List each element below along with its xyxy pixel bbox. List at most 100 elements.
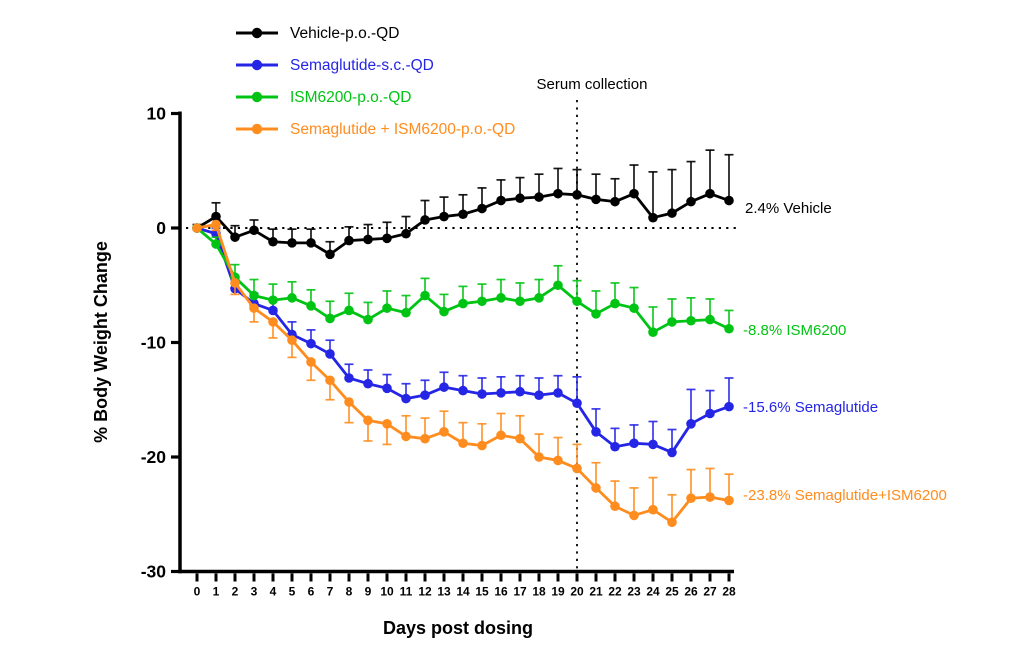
data-point <box>344 397 354 407</box>
data-point <box>363 378 373 389</box>
x-tick-label: 10 <box>380 585 394 599</box>
data-point <box>420 215 430 225</box>
data-point <box>382 418 392 429</box>
data-point <box>401 307 411 318</box>
data-point <box>382 303 392 313</box>
x-tick-label: 19 <box>551 585 565 599</box>
x-tick-label: 22 <box>608 585 622 599</box>
data-point <box>496 388 506 398</box>
data-point <box>458 438 468 449</box>
data-point <box>230 232 240 242</box>
data-point <box>591 483 601 493</box>
data-point <box>268 317 278 327</box>
x-tick-label: 5 <box>289 585 296 599</box>
data-point <box>439 306 449 317</box>
data-point <box>268 295 278 305</box>
data-point <box>667 208 677 218</box>
x-tick-label: 2 <box>232 585 239 599</box>
legend-label: Vehicle-p.o.-QD <box>290 25 399 42</box>
data-point <box>249 225 259 236</box>
data-point <box>211 211 221 222</box>
data-point <box>515 433 525 444</box>
x-tick-label: 26 <box>684 585 698 599</box>
data-point <box>325 313 335 324</box>
data-point <box>211 239 221 249</box>
data-point <box>705 188 715 199</box>
reference-lines <box>186 100 737 571</box>
end-label-combo: -23.8% Semaglutide+ISM6200 <box>743 487 947 504</box>
data-point <box>610 501 620 512</box>
series-0 <box>192 149 734 260</box>
x-tick-label: 15 <box>475 585 489 599</box>
y-tick-label: 10 <box>147 104 167 124</box>
data-point <box>306 357 316 367</box>
data-point <box>287 238 297 248</box>
x-tick-label: 28 <box>722 585 736 599</box>
data-point <box>382 233 392 244</box>
data-point <box>458 298 468 309</box>
data-point <box>572 296 582 307</box>
data-point <box>496 293 506 303</box>
data-point <box>477 440 487 451</box>
x-tick-label: 21 <box>589 585 603 599</box>
x-tick-label: 12 <box>418 585 432 599</box>
data-point <box>458 385 468 396</box>
x-tick-label: 3 <box>251 585 258 599</box>
data-point <box>439 427 449 437</box>
data-point <box>401 431 411 442</box>
y-tick-label: 0 <box>156 218 166 238</box>
data-point <box>363 415 373 426</box>
data-series <box>192 149 734 528</box>
x-tick-label: 17 <box>513 585 527 599</box>
end-labels: 2.4% Vehicle -8.8% ISM6200 -15.6% Semagl… <box>743 200 947 504</box>
data-point <box>306 338 316 349</box>
series-2 <box>192 223 734 337</box>
axes <box>171 111 734 582</box>
y-tick-label: -20 <box>141 447 167 467</box>
series-line <box>196 226 730 454</box>
data-point <box>686 196 696 207</box>
data-point <box>572 398 582 408</box>
legend-label: Semaglutide + ISM6200-p.o.-QD <box>290 121 515 138</box>
x-tick-label: 16 <box>494 585 508 599</box>
x-tick-label: 8 <box>346 585 353 599</box>
data-point <box>705 314 715 325</box>
data-point <box>705 492 715 502</box>
data-point <box>610 441 620 452</box>
x-tick-label: 14 <box>456 585 470 599</box>
legend-item-combo: Semaglutide + ISM6200-p.o.-QD <box>236 121 515 138</box>
end-label-ism6200: -8.8% ISM6200 <box>743 322 846 339</box>
data-point <box>534 192 544 202</box>
data-point <box>553 188 563 199</box>
legend-item-semaglutide: Semaglutide-s.c.-QD <box>236 57 434 74</box>
x-tick-label: 6 <box>308 585 315 599</box>
data-point <box>724 495 734 506</box>
data-point <box>496 195 506 206</box>
data-point <box>553 280 563 291</box>
data-point <box>230 278 240 288</box>
data-point <box>439 382 449 392</box>
data-point <box>648 504 658 515</box>
data-point <box>667 447 677 458</box>
data-point <box>534 390 544 400</box>
data-point <box>325 349 335 359</box>
data-point <box>534 293 544 303</box>
data-point <box>439 211 449 222</box>
x-tick-label: 20 <box>570 585 584 599</box>
data-point <box>610 298 620 309</box>
data-point <box>344 373 354 383</box>
data-point <box>629 303 639 313</box>
y-tick-label: -30 <box>141 562 167 582</box>
data-point <box>287 293 297 303</box>
tick-labels: 100-10-20-300 1 2 3 4 5 6 7 8 9 10 11 12 13 14 15 16 17 18… <box>141 104 736 599</box>
data-point <box>306 301 316 311</box>
legend-item-vehicle: Vehicle-p.o.-QD <box>236 25 399 42</box>
x-tick-label: 13 <box>437 585 451 599</box>
x-tick-label: 23 <box>627 585 641 599</box>
data-point <box>629 438 639 449</box>
serum-collection-label: Serum collection <box>537 76 648 93</box>
x-tick-label: 4 <box>270 585 277 599</box>
x-axis-title: Days post dosing <box>383 618 533 638</box>
data-point <box>686 493 696 504</box>
x-tick-label: 25 <box>665 585 679 599</box>
